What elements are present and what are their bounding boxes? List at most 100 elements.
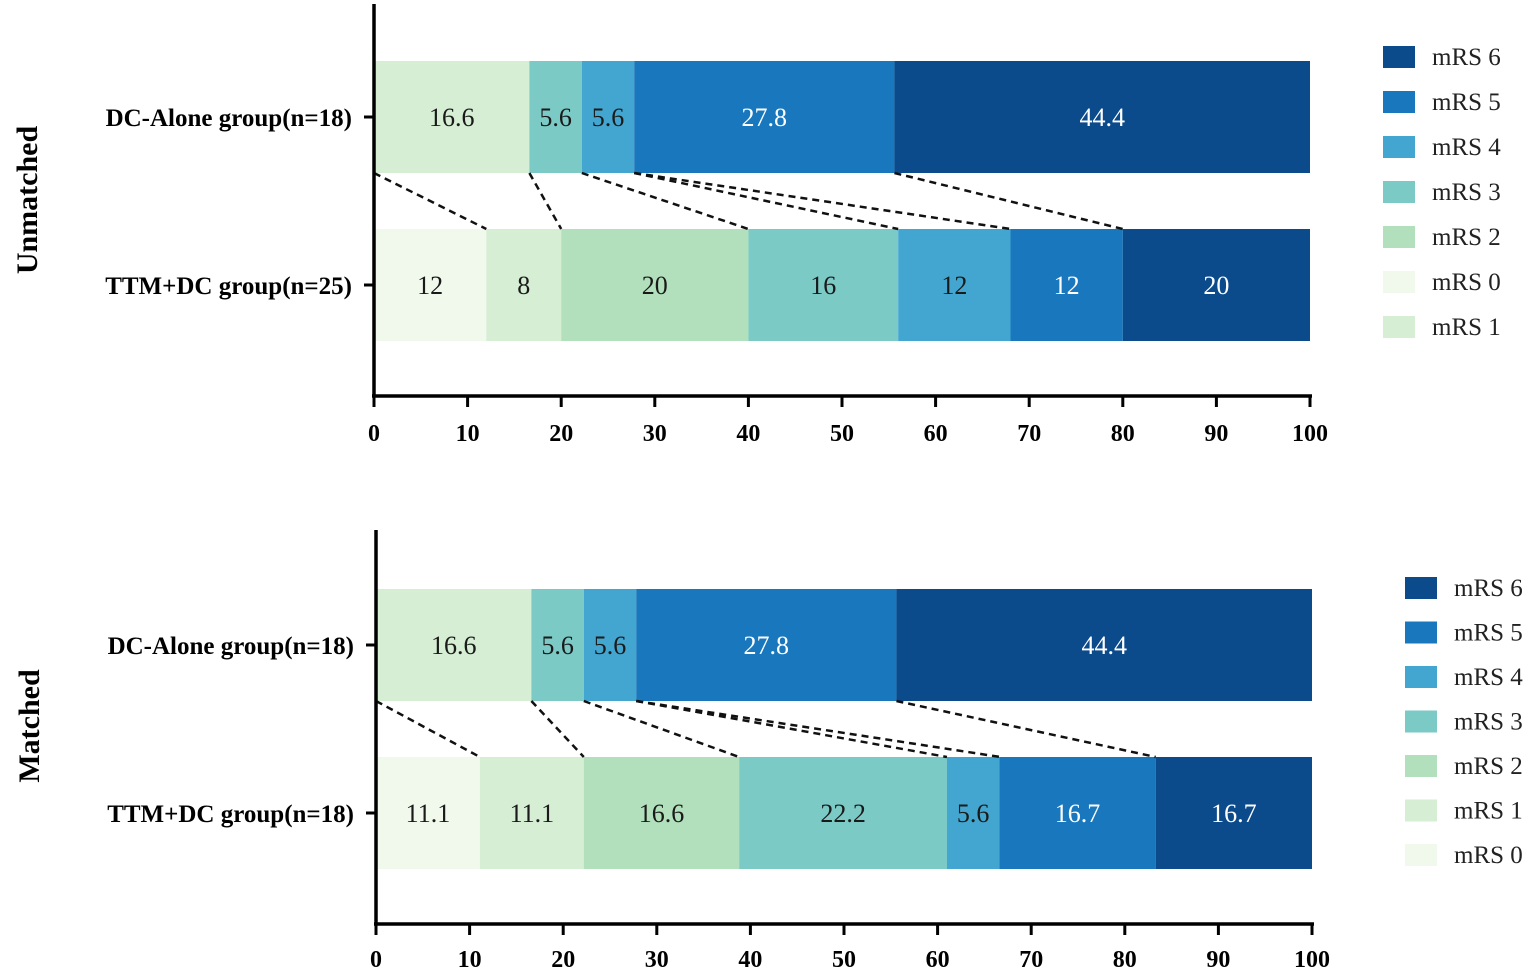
data-label: 16.6 [429, 103, 475, 132]
x-tick-label: 60 [926, 947, 950, 971]
legend-label: mRS 0 [1432, 269, 1501, 296]
legend-swatch [1383, 136, 1415, 158]
x-tick-label: 0 [368, 421, 380, 447]
data-label: 5.6 [541, 631, 574, 660]
legend-label: mRS 6 [1432, 44, 1501, 71]
connector-line [896, 699, 1156, 759]
x-tick-label: 90 [1204, 421, 1228, 447]
bar-segment-mrs-6 [1155, 757, 1312, 869]
bar-segment-mrs-5 [636, 589, 897, 701]
legend: mRS 6 mRS 5 mRS 4 mRS 3 mRS 2 mRS 1 mRS 0 [1405, 575, 1523, 869]
bar-segment-mrs-5 [634, 61, 895, 173]
legend-swatch [1405, 844, 1437, 866]
data-label: 8 [517, 271, 530, 300]
legend-swatch [1405, 577, 1437, 599]
connector-line [373, 171, 487, 231]
legend-label: mRS 1 [1454, 798, 1523, 825]
bar-segment-mrs-3 [739, 757, 947, 869]
legend-label: mRS 3 [1454, 709, 1523, 736]
x-tick-label: 40 [738, 947, 762, 971]
legend-swatch [1405, 710, 1437, 733]
data-label: 5.6 [594, 631, 627, 660]
category-label: TTM+DC group(n=18) [107, 801, 354, 828]
legend-swatch [1405, 755, 1437, 777]
legend-label: mRS 0 [1454, 842, 1523, 869]
data-label: 22.2 [820, 799, 866, 828]
legend-label: mRS 2 [1432, 224, 1501, 251]
connector-line [636, 699, 1001, 759]
bar-row-1: 16.6 5.6 5.6 27.8 44.4 [376, 589, 1312, 701]
panel-matched: Matched 16.6 5.6 5.6 27.8 44.4 DC-Alone group(… [13, 530, 1523, 971]
data-label: 16 [810, 271, 836, 300]
data-label: 16.6 [639, 799, 685, 828]
connector-line [583, 699, 740, 759]
bar-segment-mrs-6 [894, 61, 1310, 173]
connector-line [635, 699, 948, 759]
bar-segment-mrs-1 [479, 757, 584, 869]
data-label: 20 [1203, 271, 1229, 300]
connector-line [530, 700, 585, 758]
bar-segment-mrs-4 [583, 589, 637, 701]
bar-row-2: 12 8 20 16 12 12 20 [374, 229, 1310, 341]
legend-label: mRS 1 [1432, 314, 1501, 341]
x-tick-label: 0 [370, 947, 382, 971]
x-tick-label: 10 [456, 421, 480, 447]
x-tick-label: 10 [458, 947, 482, 971]
bar-segment-mrs-0 [376, 757, 480, 869]
bar-segment-mrs-4 [581, 61, 635, 173]
legend-swatch [1405, 621, 1437, 644]
x-tick-label: 30 [643, 421, 667, 447]
category-label: DC-Alone group(n=18) [106, 105, 352, 132]
connector-line [633, 171, 899, 231]
connector-line [375, 699, 481, 759]
legend: mRS 6 mRS 5 mRS 4 mRS 3 mRS 2 mRS 0 mRS 1 [1383, 44, 1501, 341]
x-tick-label: 60 [924, 421, 948, 447]
legend-label: mRS 6 [1454, 575, 1523, 602]
x-tick-label: 50 [832, 947, 856, 971]
x-tick-label: 90 [1206, 947, 1230, 971]
data-label: 12 [1054, 271, 1080, 300]
data-label: 27.8 [742, 103, 788, 132]
panel-unmatched: Unmatched 16.6 5.6 5.6 27.8 44.4 DC-Alone grou… [11, 4, 1501, 447]
data-label: 11.1 [510, 799, 555, 828]
data-label: 44.4 [1079, 103, 1125, 132]
legend-swatch [1405, 666, 1437, 688]
data-label: 44.4 [1081, 631, 1127, 660]
panel-label: Unmatched [11, 126, 44, 275]
bar-segment-mrs-2 [583, 757, 740, 869]
legend-swatch [1405, 799, 1437, 822]
category-label: TTM+DC group(n=25) [105, 273, 352, 300]
data-label: 5.6 [539, 103, 572, 132]
bar-segment-mrs-1 [486, 229, 562, 341]
data-label: 5.6 [957, 799, 990, 828]
x-tick-label: 100 [1294, 947, 1330, 971]
x-tick-label: 50 [830, 421, 854, 447]
x-tick-label: 70 [1017, 421, 1041, 447]
bar-segment-mrs-3 [748, 229, 899, 341]
bar-row-2: 11.1 11.1 16.6 22.2 5.6 16.7 16.7 [376, 757, 1312, 869]
legend-label: mRS 5 [1454, 620, 1523, 647]
data-label: 11.1 [406, 799, 451, 828]
legend-label: mRS 4 [1454, 664, 1523, 691]
data-label: 20 [642, 271, 668, 300]
bar-segment-mrs-5 [999, 757, 1156, 869]
x-tick-label: 70 [1019, 947, 1043, 971]
x-tick-label: 20 [551, 947, 575, 971]
legend-swatch [1383, 316, 1415, 338]
data-label: 12 [941, 271, 967, 300]
legend-swatch [1383, 271, 1415, 293]
legend-swatch [1383, 46, 1415, 68]
x-tick-label: 40 [736, 421, 760, 447]
legend-label: mRS 4 [1432, 134, 1501, 161]
legend-label: mRS 2 [1454, 753, 1523, 780]
bar-segment-mrs-1 [376, 589, 532, 701]
bar-segment-mrs-4 [946, 757, 1000, 869]
x-tick-label: 80 [1111, 421, 1135, 447]
data-label: 16.6 [431, 631, 477, 660]
connector-line [894, 171, 1124, 231]
legend-swatch [1383, 181, 1415, 203]
x-tick-label: 20 [549, 421, 573, 447]
bar-segment-mrs-6 [1122, 229, 1310, 341]
bar-segment-mrs-3 [531, 589, 584, 701]
